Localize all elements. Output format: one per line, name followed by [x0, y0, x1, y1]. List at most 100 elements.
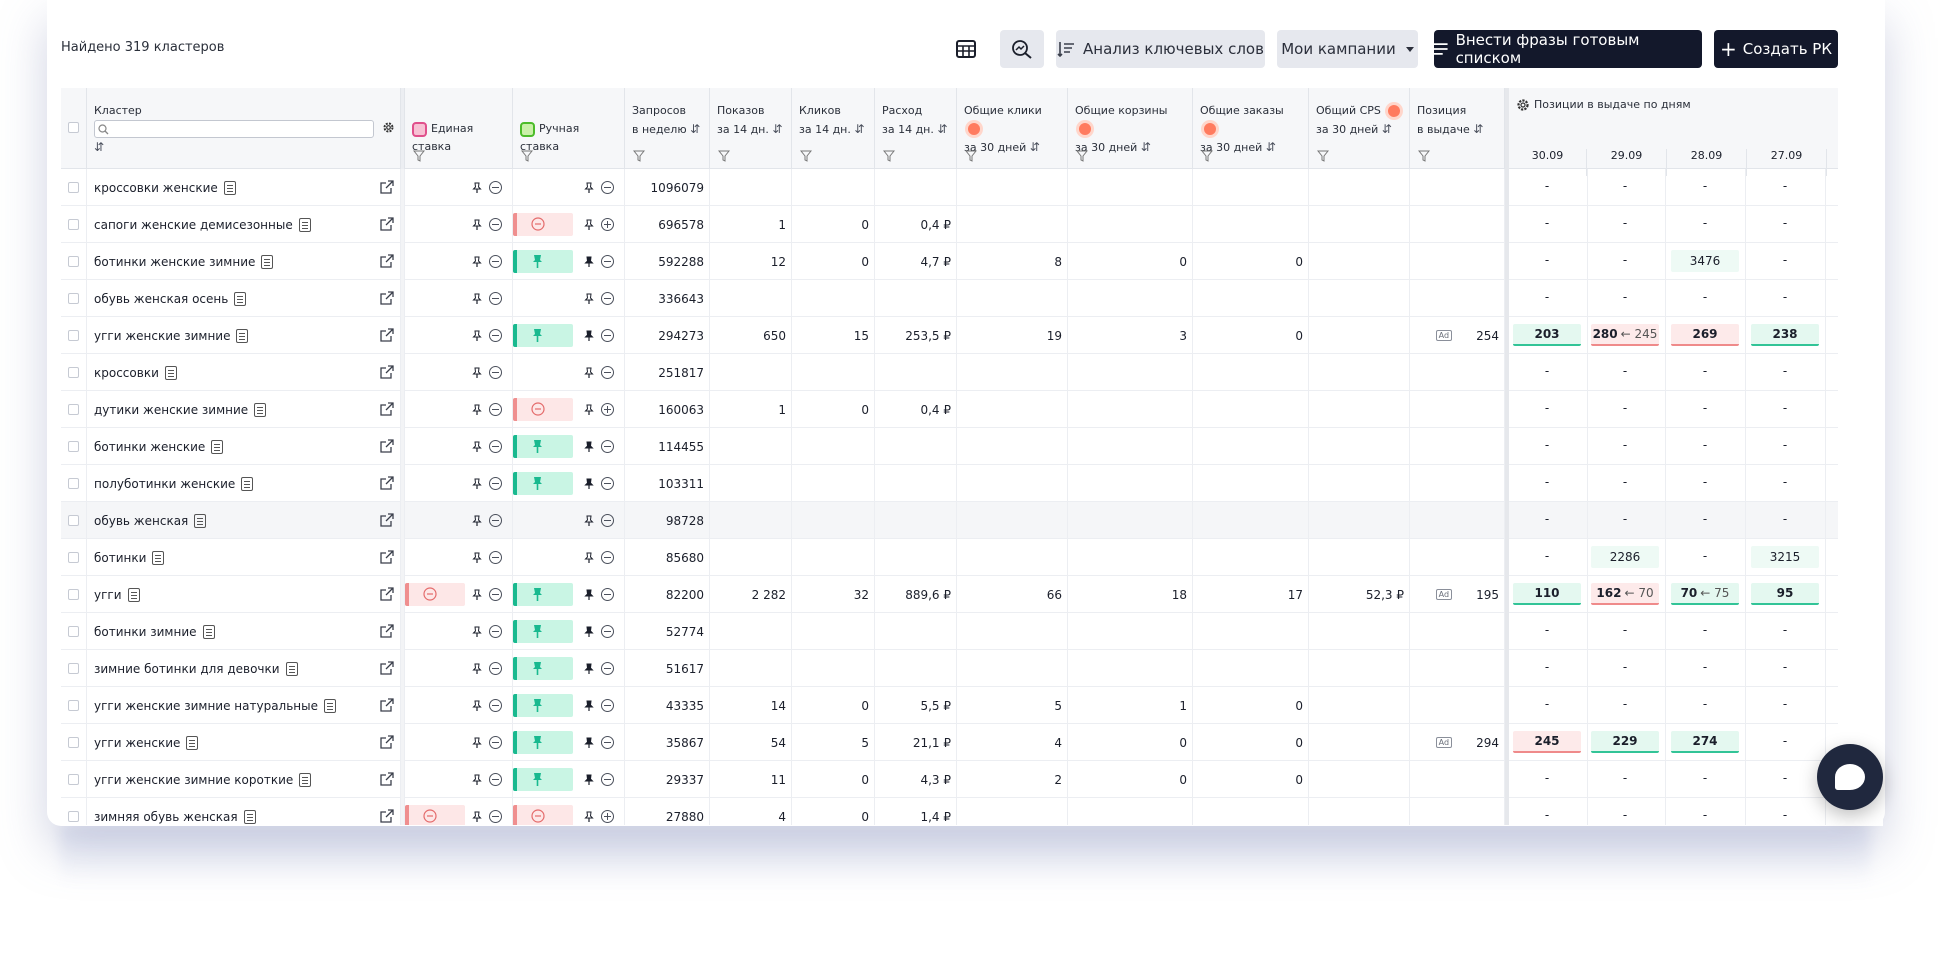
document-icon[interactable]	[324, 698, 336, 713]
pin-icon[interactable]	[471, 663, 483, 675]
manual-bid-tag[interactable]	[513, 250, 573, 273]
manual-bid-tag[interactable]	[513, 472, 573, 495]
manual-bid-tag[interactable]	[513, 398, 573, 421]
document-icon[interactable]	[234, 291, 247, 306]
minus-circle-icon[interactable]	[489, 551, 502, 564]
row-checkbox[interactable]	[68, 700, 79, 711]
pin-icon[interactable]	[471, 774, 483, 786]
pin-icon[interactable]	[583, 737, 595, 749]
minus-circle-icon[interactable]	[489, 477, 502, 490]
minus-circle-icon[interactable]	[601, 366, 614, 379]
pin-icon[interactable]	[583, 626, 595, 638]
manual-bid-tag[interactable]	[513, 768, 573, 791]
pin-icon[interactable]	[471, 367, 483, 379]
document-icon[interactable]	[261, 254, 274, 269]
minus-circle-icon[interactable]	[489, 403, 502, 416]
sort-icon[interactable]: ⇵	[94, 140, 105, 154]
external-link-icon[interactable]	[380, 661, 394, 675]
pin-icon[interactable]	[583, 552, 595, 564]
filter-icon[interactable]	[1317, 150, 1329, 162]
external-link-icon[interactable]	[380, 772, 394, 786]
pin-icon[interactable]	[471, 330, 483, 342]
sort-icon[interactable]: ⇵	[1381, 122, 1392, 136]
pin-icon[interactable]	[471, 478, 483, 490]
pin-icon[interactable]	[583, 663, 595, 675]
external-link-icon[interactable]	[380, 809, 394, 823]
minus-circle-icon[interactable]	[601, 551, 614, 564]
external-link-icon[interactable]	[380, 550, 394, 564]
manual-bid-tag[interactable]	[513, 213, 573, 236]
filter-icon[interactable]	[800, 150, 812, 162]
pin-icon[interactable]	[471, 182, 483, 194]
minus-circle-icon[interactable]	[489, 181, 502, 194]
row-checkbox[interactable]	[68, 515, 79, 526]
gear-icon[interactable]	[1516, 98, 1530, 112]
external-link-icon[interactable]	[380, 476, 394, 490]
minus-circle-icon[interactable]	[489, 810, 502, 823]
row-checkbox[interactable]	[68, 811, 79, 822]
cluster-name[interactable]: полуботинки женские	[94, 476, 236, 491]
manual-bid-tag[interactable]	[513, 435, 573, 458]
filter-icon[interactable]	[883, 150, 895, 162]
table-row[interactable]: дутики женские зимние 160063 1 0 0,4 ₽ - - - -	[61, 391, 1838, 428]
pin-icon[interactable]	[583, 404, 595, 416]
row-checkbox[interactable]	[68, 663, 79, 674]
campaigns-dropdown[interactable]: Мои кампании	[1277, 30, 1418, 68]
external-link-icon[interactable]	[380, 587, 394, 601]
minus-circle-icon[interactable]	[601, 329, 614, 342]
single-bid-tag[interactable]	[405, 583, 465, 606]
minus-circle-icon[interactable]	[601, 773, 614, 786]
document-icon[interactable]	[211, 439, 224, 454]
filter-icon[interactable]	[718, 150, 730, 162]
table-row[interactable]: сапоги женские демисезонные 696578 1 0 0,4 …	[61, 206, 1838, 243]
row-checkbox[interactable]	[68, 330, 79, 341]
row-checkbox[interactable]	[68, 182, 79, 193]
row-checkbox[interactable]	[68, 219, 79, 230]
minus-circle-icon[interactable]	[489, 255, 502, 268]
table-row[interactable]: угги женские зимние натуральные 43335 14 0…	[61, 687, 1838, 724]
pin-icon[interactable]	[583, 330, 595, 342]
external-link-icon[interactable]	[380, 328, 394, 342]
row-checkbox[interactable]	[68, 552, 79, 563]
document-icon[interactable]	[127, 587, 140, 602]
pin-icon[interactable]	[583, 515, 595, 527]
filter-icon[interactable]	[1076, 150, 1088, 162]
minus-circle-icon[interactable]	[489, 699, 502, 712]
document-icon[interactable]	[241, 476, 254, 491]
minus-circle-icon[interactable]	[489, 588, 502, 601]
row-checkbox[interactable]	[68, 441, 79, 452]
gear-icon[interactable]	[382, 121, 395, 134]
pin-icon[interactable]	[471, 256, 483, 268]
pin-icon[interactable]	[583, 811, 595, 823]
pin-icon[interactable]	[471, 515, 483, 527]
cluster-name[interactable]: угги женские зимние	[94, 328, 231, 343]
row-checkbox[interactable]	[68, 256, 79, 267]
minus-circle-icon[interactable]	[489, 440, 502, 453]
pin-icon[interactable]	[583, 441, 595, 453]
filter-icon[interactable]	[633, 150, 645, 162]
pin-icon[interactable]	[583, 367, 595, 379]
cluster-name[interactable]: угги	[94, 587, 122, 602]
table-row[interactable]: ботинки 85680 - 2286 - 3215	[61, 539, 1838, 576]
pin-icon[interactable]	[471, 552, 483, 564]
document-icon[interactable]	[223, 180, 236, 195]
row-checkbox[interactable]	[68, 774, 79, 785]
row-checkbox[interactable]	[68, 404, 79, 415]
table-row[interactable]: угги женские зимние 294273 650 15 253,5 ₽19…	[61, 317, 1838, 354]
external-link-icon[interactable]	[380, 402, 394, 416]
sort-icon[interactable]: ⇵	[690, 122, 701, 136]
document-icon[interactable]	[236, 328, 249, 343]
minus-circle-icon[interactable]	[489, 218, 502, 231]
external-link-icon[interactable]	[380, 624, 394, 638]
document-icon[interactable]	[298, 217, 311, 232]
external-link-icon[interactable]	[380, 365, 394, 379]
sort-icon[interactable]: ⇵	[1473, 122, 1484, 136]
external-link-icon[interactable]	[380, 180, 394, 194]
table-row[interactable]: обувь женская 98728 - - - -	[61, 502, 1838, 539]
row-checkbox[interactable]	[68, 367, 79, 378]
table-row[interactable]: угги женские зимние короткие 29337 11 0 4,3…	[61, 761, 1838, 798]
single-bid-tag[interactable]	[405, 805, 465, 825]
document-icon[interactable]	[243, 809, 256, 824]
table-row[interactable]: ботинки женские зимние 592288 12 0 4,7 ₽8 0 0…	[61, 243, 1838, 280]
sort-icon[interactable]: ⇵	[1265, 140, 1276, 154]
